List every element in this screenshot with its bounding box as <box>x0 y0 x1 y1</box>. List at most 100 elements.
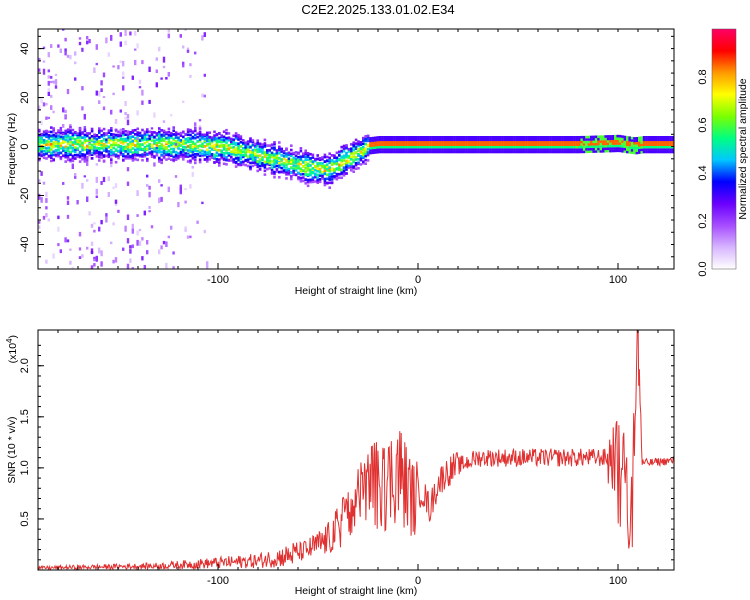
spectrogram-cell <box>263 142 267 145</box>
spectrogram-cell <box>554 136 557 139</box>
spectrogram-cell <box>227 144 231 147</box>
spectrogram-cell <box>333 156 336 160</box>
spectrogram-cell <box>496 138 499 142</box>
spectrogram-cell <box>597 150 600 153</box>
spectrogram-cell <box>354 150 358 154</box>
spectrogram-cell <box>630 151 634 154</box>
spectrogram-cell <box>554 148 557 151</box>
spectrogram-cell <box>388 143 391 146</box>
spectrogram-cell <box>141 128 144 132</box>
spectrogram-cell <box>542 150 545 154</box>
spectrogram-cell <box>486 148 490 151</box>
spectrogram-cell <box>268 156 271 159</box>
spectrogram-cell <box>194 142 197 146</box>
spectrogram-cell <box>501 150 504 154</box>
spectrogram-cell <box>54 137 58 140</box>
spectrogram-cell <box>237 133 240 137</box>
spectrogram-cell <box>186 49 190 53</box>
spectrogram-cell <box>194 129 197 133</box>
spectrogram-cell <box>172 251 175 255</box>
spectrogram-cell <box>119 147 123 151</box>
spectrogram-cell <box>189 149 192 152</box>
spectrogram-cell <box>587 150 591 153</box>
spectrogram-cell <box>246 160 250 164</box>
spectrogram-cell <box>556 143 559 146</box>
spectrogram-cell <box>81 141 84 145</box>
spectrogram-cell <box>606 147 610 150</box>
spectrogram-cell <box>496 150 499 154</box>
spectrogram-cell <box>602 147 605 151</box>
spectrogram-cell <box>486 136 490 139</box>
spectrogram-cell <box>513 150 516 154</box>
spectrogram-cell <box>114 131 118 135</box>
spectrogram-cell <box>138 139 142 142</box>
spectrogram-cell <box>66 158 70 162</box>
spectrogram-cell <box>366 134 370 138</box>
spectrogram-cell <box>652 150 655 154</box>
spectrogram-cell <box>52 137 55 141</box>
spectrogram-cell <box>131 147 135 150</box>
spectrogram-cell <box>537 143 540 146</box>
spectrogram-cell <box>314 165 317 168</box>
spectrogram-cell <box>158 197 161 204</box>
spectrogram-cell <box>124 155 127 158</box>
spectrogram-cell <box>208 135 211 139</box>
spectrogram-cell <box>482 148 485 151</box>
spectrogram-cell <box>160 139 163 143</box>
spectrogram-cell <box>371 139 375 142</box>
spectrogram-cell <box>42 156 46 160</box>
spectrogram-cell <box>491 140 495 144</box>
spectrogram-cell <box>522 143 526 146</box>
spectrogram-cell <box>167 72 170 77</box>
spectrogram-cell <box>407 140 411 144</box>
spectrogram-cell <box>198 134 202 138</box>
spectrogram-cell <box>345 159 348 163</box>
spectrogram-cell <box>143 149 147 152</box>
spectrogram-cell <box>407 136 411 139</box>
spectrogram-cell <box>527 148 531 151</box>
spectrogram-cell <box>551 145 555 149</box>
spectrogram-cell <box>66 196 70 200</box>
spectrogram-cell <box>66 149 70 152</box>
spectrogram-cell <box>297 171 300 175</box>
spectrogram-cell <box>258 142 262 146</box>
spectrogram-cell <box>287 167 291 171</box>
spectrogram-cell <box>292 164 295 167</box>
spectrogram-cell <box>52 150 55 153</box>
spectrogram-cell <box>124 101 127 106</box>
spectrogram-cell <box>496 143 499 146</box>
spectrogram-cell <box>100 129 103 133</box>
spectrogram-cell <box>522 145 526 149</box>
spectrogram-cell <box>95 44 98 50</box>
spectrogram-cell <box>189 133 192 137</box>
spectrogram-cell <box>158 156 161 160</box>
spectrogram-cell <box>635 139 639 142</box>
spectrogram-cell <box>342 167 346 170</box>
spectrogram-cell <box>434 143 437 146</box>
spectrogram-cell <box>429 145 432 149</box>
spectrogram-cell <box>290 148 293 152</box>
spectrogram-cell <box>599 140 603 143</box>
spectrogram-cell <box>98 129 101 132</box>
spectrogram-cell <box>122 85 125 91</box>
spectrogram-cell <box>328 178 331 181</box>
spectrogram-cell <box>378 148 382 151</box>
spectrogram-cell <box>189 128 192 132</box>
spectrogram-cell <box>623 135 627 139</box>
spectrogram-cell <box>498 150 502 154</box>
spectrogram-cell <box>230 146 233 149</box>
spectrogram-cell <box>362 148 365 151</box>
spectrogram-cell <box>506 150 509 154</box>
spectrogram-cell <box>42 133 46 136</box>
spectrogram-cell <box>172 147 175 151</box>
spectrogram-cell <box>64 129 67 133</box>
spectrogram-cell <box>604 142 607 146</box>
spectrogram-cell <box>122 60 125 67</box>
spectrogram-cell <box>405 136 408 139</box>
spectrogram-cell <box>282 162 286 165</box>
spectrogram-cell <box>323 155 327 159</box>
spectrogram-cell <box>638 139 641 142</box>
spectrogram-cell <box>417 143 420 146</box>
spectrogram-cell <box>160 245 163 250</box>
